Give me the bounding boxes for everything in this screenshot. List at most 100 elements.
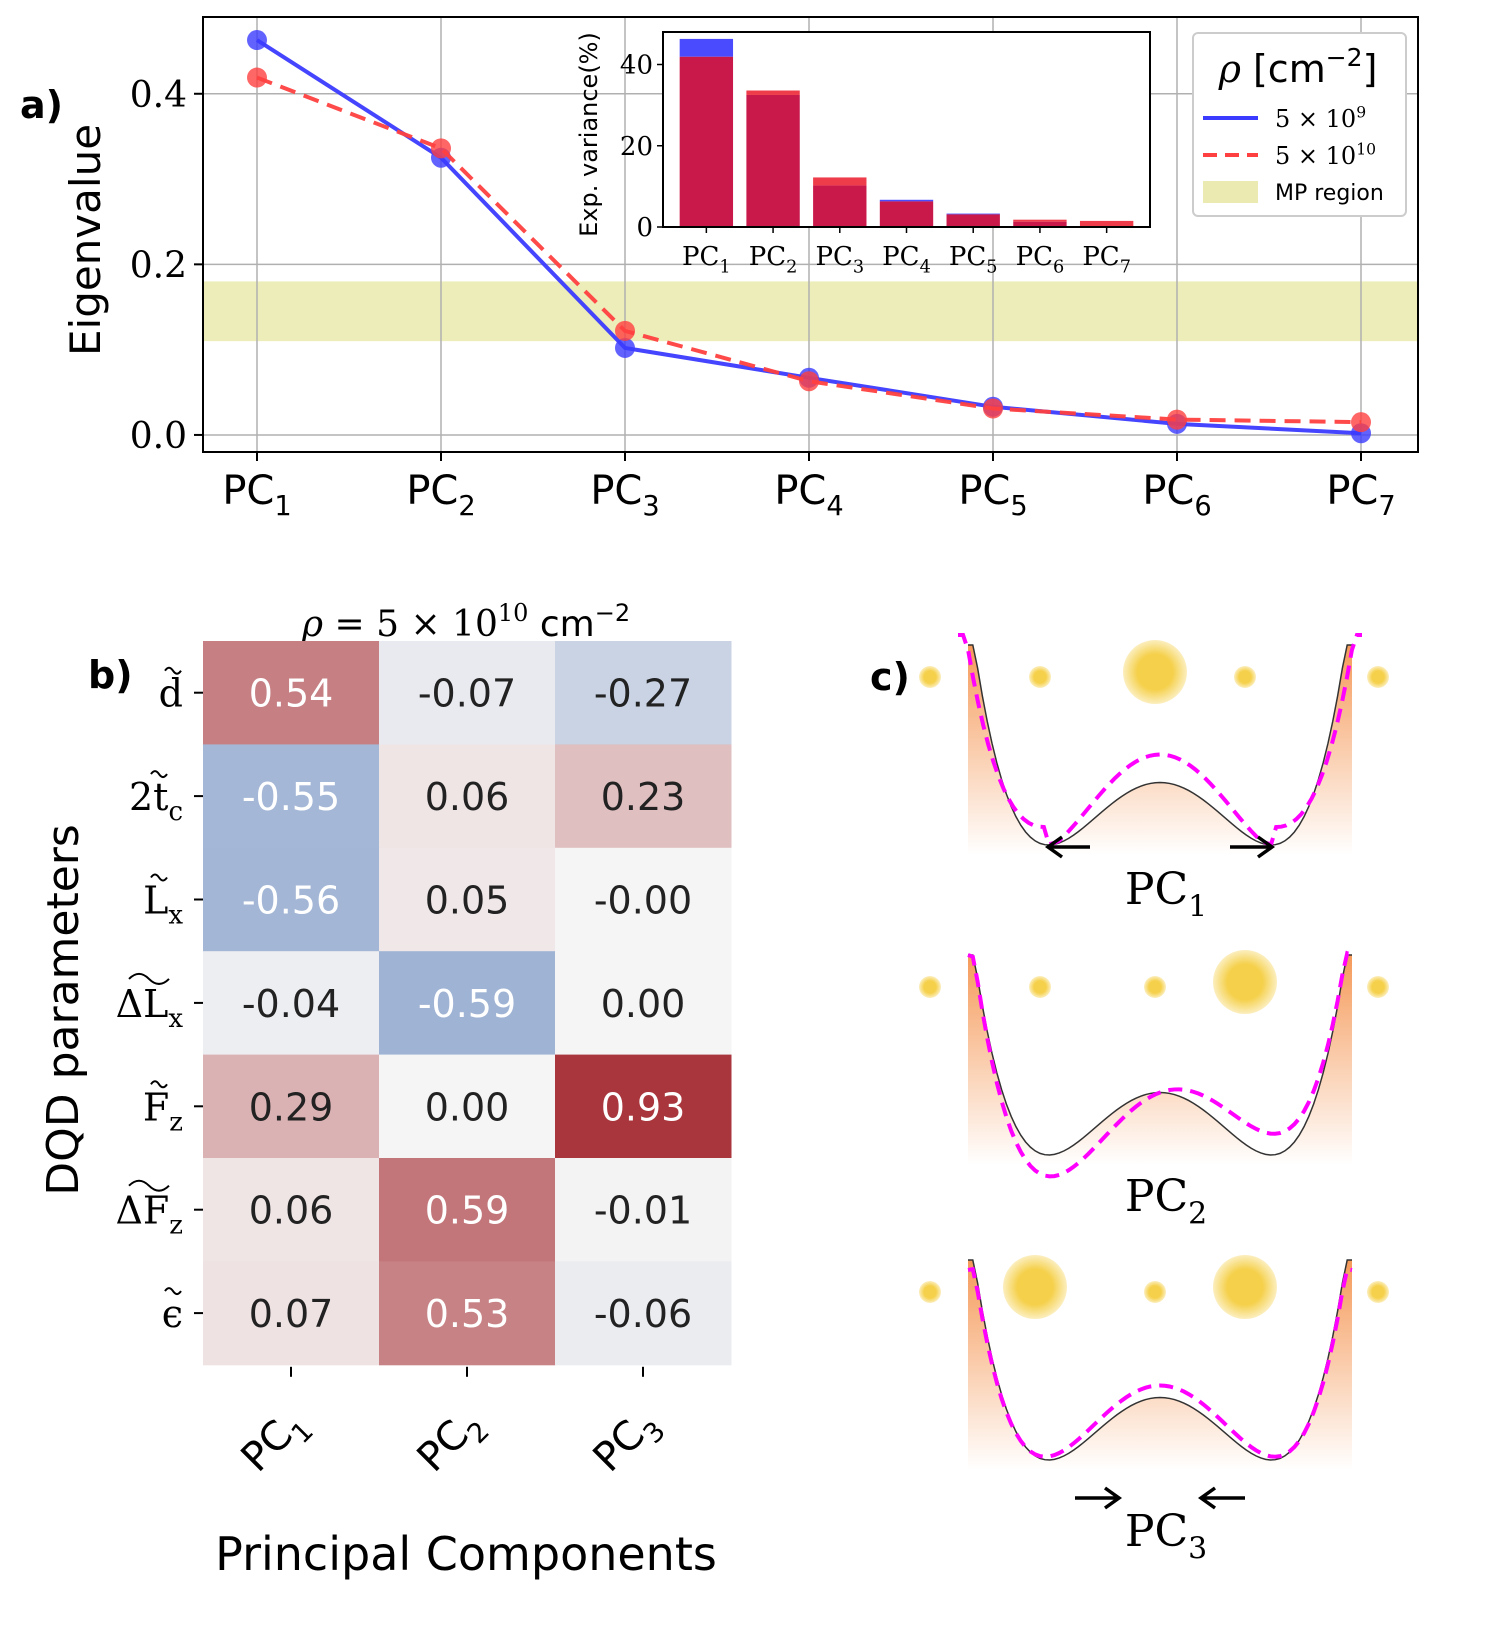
inset-y-tick-label: 20 xyxy=(620,132,653,162)
heatmap-title-body: = 5 × 10 xyxy=(323,604,498,645)
heatmap-cell xyxy=(555,951,732,1056)
heatmap-cell xyxy=(203,641,380,745)
heatmap-cell xyxy=(379,641,556,745)
heatmap-cell-label: 0.00 xyxy=(601,982,686,1026)
heatmap-cell xyxy=(379,1158,556,1262)
heatmap-cell xyxy=(203,1261,380,1366)
heatmap-cell-label: 0.07 xyxy=(249,1292,334,1336)
gate-dot xyxy=(919,976,941,998)
inset-x-tick-label: PC6 xyxy=(1016,242,1065,277)
heatmap-cell-label: -0.01 xyxy=(594,1189,692,1233)
heatmap-cell-label: 0.93 xyxy=(601,1085,686,1129)
heatmap-cell-label: 0.05 xyxy=(425,879,510,923)
row-label-base: ΔF xyxy=(115,1189,169,1233)
x-tick-label-base: PC xyxy=(958,468,1010,514)
inset-bar-top xyxy=(813,177,867,186)
heatmap-row-label: ΔFz xyxy=(115,1189,183,1241)
heatmap-cell xyxy=(555,1158,732,1262)
heatmap-cell-label: 0.53 xyxy=(425,1292,510,1336)
heatmap-cell-label: 0.06 xyxy=(249,1189,334,1233)
inset-x-tick-label-base: PC xyxy=(815,242,852,272)
inset-x-tick-label-sub: 4 xyxy=(920,257,931,277)
gate-dot xyxy=(1144,976,1166,998)
x-tick-label-sub: 5 xyxy=(1010,491,1027,522)
inset-bar xyxy=(679,56,734,227)
schematic-label: PC1 xyxy=(1125,864,1207,924)
heatmap-cell-label: 0.54 xyxy=(249,672,334,716)
heatmap-cell-label: 0.59 xyxy=(425,1189,510,1233)
heatmap-cell xyxy=(203,951,380,1056)
gate-dot xyxy=(1213,950,1277,1014)
principal-components-axis-label: Principal Components xyxy=(215,1527,717,1581)
heatmap-cell-label: -0.07 xyxy=(418,672,516,716)
inset-bar xyxy=(813,185,867,227)
row-label-sub: z xyxy=(169,1211,183,1241)
schematic-label: PC3 xyxy=(1125,1506,1207,1566)
heatmap-row-label: Fz xyxy=(143,1085,183,1137)
gate-dot xyxy=(1213,1255,1277,1319)
x-tick-label-sub: 2 xyxy=(458,491,475,522)
potential-fill xyxy=(968,645,1352,855)
series-point-1 xyxy=(431,138,451,159)
heatmap-cell-label: -0.59 xyxy=(418,982,516,1026)
x-tick-label-sub: 7 xyxy=(1378,491,1395,522)
heatmap-title-unit-exp: −2 xyxy=(595,599,630,627)
eigenvalue-axis-label: Eigenvalue xyxy=(61,124,110,356)
loadings-heatmap: 0.54 -0.07 -0.27 -0.55 0.06 0.23 -0.56 0.05 -0.0… xyxy=(115,641,732,1481)
heatmap-title-exp: 10 xyxy=(498,599,529,627)
heatmap-cell-label: 0.23 xyxy=(601,775,686,819)
heatmap-cell-label: -0.04 xyxy=(242,982,340,1026)
mp-region-band xyxy=(203,281,1418,342)
x-tick-label: PC2 xyxy=(406,468,475,522)
heatmap-title-unit: cm xyxy=(528,604,594,645)
heatmap-row-label: Lx xyxy=(143,879,183,931)
row-label-base: 2t xyxy=(129,775,168,819)
row-label-tilde xyxy=(150,1080,168,1089)
x-tick-label: PC5 xyxy=(958,468,1027,522)
legend-entry-base: 5 × 10 xyxy=(1275,142,1356,170)
inset-y-tick-label: 40 xyxy=(620,51,653,81)
series-point-1 xyxy=(247,67,267,88)
legend-title-exp: −2 xyxy=(1326,43,1363,72)
inset-y-axis-label: Exp. variance(%) xyxy=(575,32,603,237)
inset-y-tick-label: 0 xyxy=(636,213,653,243)
legend-entry-sup: 10 xyxy=(1356,140,1376,158)
heatmap-cell-label: 0.06 xyxy=(425,775,510,819)
row-label-tilde xyxy=(164,1287,182,1296)
inset-x-tick-label-sub: 1 xyxy=(719,257,730,277)
inset-bar-top xyxy=(1079,220,1134,227)
x-tick-label-sub: 4 xyxy=(826,491,843,522)
arrow-left xyxy=(1197,1486,1245,1510)
heatmap-cell xyxy=(379,1261,556,1366)
legend-title-unit: [cm xyxy=(1241,47,1326,91)
arrow-left xyxy=(1044,835,1090,859)
inset-frame xyxy=(662,31,1151,228)
heatmap-row-label: ΔLx xyxy=(116,982,184,1034)
potential-fill xyxy=(968,1260,1352,1470)
modified-potential-dashed xyxy=(967,1266,1353,1459)
inset-x-tick-label-base: PC xyxy=(1082,242,1119,272)
inset-bar xyxy=(746,94,800,227)
legend-title-close: ] xyxy=(1363,47,1378,91)
inset-bar-top xyxy=(746,90,800,95)
series-point-1 xyxy=(615,320,635,341)
heatmap-cell xyxy=(379,744,556,849)
heatmap-cell-label: -0.00 xyxy=(594,879,692,923)
inset-x-tick-label-base: PC xyxy=(1016,242,1053,272)
inset-x-tick-label-sub: 6 xyxy=(1053,257,1064,277)
inset-bar-top xyxy=(946,213,1000,215)
y-tick-label: 0.4 xyxy=(130,75,187,116)
heatmap-title: ρ = 5 × 1010 cm−2 xyxy=(301,599,630,645)
x-tick-label-sub: 6 xyxy=(1194,491,1211,522)
inset-bar xyxy=(879,201,934,227)
legend-band-label: MP region xyxy=(1275,181,1384,206)
row-label-tilde xyxy=(128,972,170,985)
heatmap-cell xyxy=(555,744,732,849)
dqd-parameters-axis-label: DQD parameters xyxy=(38,824,89,1196)
arrow-right xyxy=(1075,1486,1123,1510)
gate-dot xyxy=(1123,640,1187,704)
heatmap-col-label-group: PC3 xyxy=(584,1412,671,1481)
